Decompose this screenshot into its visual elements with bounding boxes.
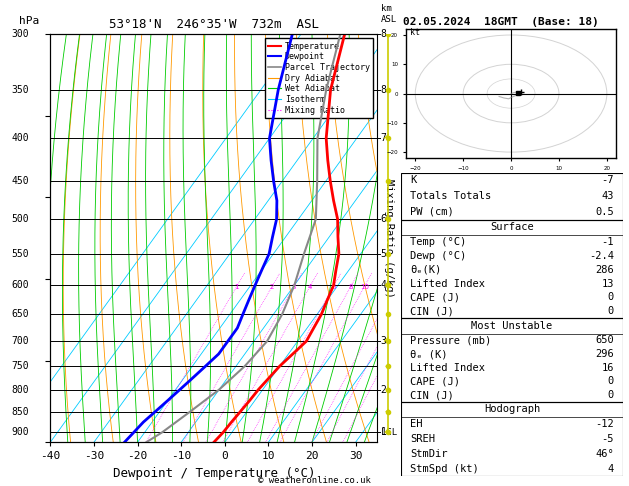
Text: hPa: hPa [19, 16, 39, 26]
Text: 4: 4 [381, 280, 387, 290]
Text: 13: 13 [601, 278, 614, 289]
Text: 0: 0 [608, 293, 614, 302]
Text: -2.4: -2.4 [589, 251, 614, 260]
Y-axis label: Mixing Ratio (g/kg): Mixing Ratio (g/kg) [384, 179, 394, 297]
Text: EH: EH [410, 419, 423, 430]
Text: Temp (°C): Temp (°C) [410, 237, 467, 247]
Text: 2: 2 [270, 283, 274, 290]
Text: 400: 400 [11, 133, 29, 143]
Text: Pressure (mb): Pressure (mb) [410, 335, 491, 346]
Text: 0: 0 [608, 306, 614, 316]
Text: 16: 16 [601, 363, 614, 373]
Text: 650: 650 [595, 335, 614, 346]
Text: θₑ(K): θₑ(K) [410, 264, 442, 275]
Text: 2: 2 [381, 384, 387, 395]
Text: Hodograph: Hodograph [484, 404, 540, 415]
Text: 3: 3 [381, 336, 387, 346]
Text: StmSpd (kt): StmSpd (kt) [410, 464, 479, 474]
Text: 0: 0 [608, 390, 614, 400]
Text: 8: 8 [348, 283, 353, 290]
Bar [401, 318, 623, 402]
Text: 0: 0 [608, 376, 614, 386]
Text: Dewp (°C): Dewp (°C) [410, 251, 467, 260]
Text: 300: 300 [11, 29, 29, 39]
Text: 1: 1 [381, 427, 387, 437]
Text: CIN (J): CIN (J) [410, 390, 454, 400]
Text: 750: 750 [11, 361, 29, 371]
Text: 1: 1 [235, 283, 239, 290]
Text: 6: 6 [331, 283, 336, 290]
Text: CIN (J): CIN (J) [410, 306, 454, 316]
Text: 296: 296 [595, 349, 614, 359]
Text: SREH: SREH [410, 434, 435, 444]
Text: 900: 900 [11, 427, 29, 437]
Text: 850: 850 [11, 407, 29, 417]
Bar [401, 173, 623, 220]
Text: 43: 43 [601, 191, 614, 201]
Text: StmDir: StmDir [410, 449, 448, 459]
Text: LCL: LCL [381, 428, 397, 437]
Text: 450: 450 [11, 176, 29, 186]
Text: 3: 3 [292, 283, 296, 290]
Text: -7: -7 [601, 175, 614, 185]
Text: © weatheronline.co.uk: © weatheronline.co.uk [258, 476, 371, 485]
Text: 800: 800 [11, 384, 29, 395]
Text: -12: -12 [595, 419, 614, 430]
Text: km
ASL: km ASL [381, 4, 397, 24]
Text: CAPE (J): CAPE (J) [410, 293, 460, 302]
Text: -5: -5 [601, 434, 614, 444]
Text: 5: 5 [381, 249, 387, 259]
Text: 02.05.2024  18GMT  (Base: 18): 02.05.2024 18GMT (Base: 18) [403, 17, 598, 27]
Bar [401, 402, 623, 476]
Text: 600: 600 [11, 280, 29, 290]
Text: 10: 10 [360, 283, 369, 290]
Text: 500: 500 [11, 214, 29, 224]
Text: 350: 350 [11, 85, 29, 95]
Text: 8: 8 [381, 85, 387, 95]
Text: kt: kt [411, 28, 421, 37]
X-axis label: Dewpoint / Temperature (°C): Dewpoint / Temperature (°C) [113, 467, 315, 480]
Bar [401, 220, 623, 318]
Text: 700: 700 [11, 336, 29, 346]
Text: 550: 550 [11, 249, 29, 259]
Text: Lifted Index: Lifted Index [410, 363, 485, 373]
Title: 53°18'N  246°35'W  732m  ASL: 53°18'N 246°35'W 732m ASL [109, 18, 319, 32]
Text: 8: 8 [381, 29, 387, 39]
Text: 286: 286 [595, 264, 614, 275]
Text: 46°: 46° [595, 449, 614, 459]
Text: 4: 4 [308, 283, 312, 290]
Text: K: K [410, 175, 416, 185]
Text: -1: -1 [601, 237, 614, 247]
Text: 4: 4 [608, 464, 614, 474]
Legend: Temperature, Dewpoint, Parcel Trajectory, Dry Adiabat, Wet Adiabat, Isotherm, Mi: Temperature, Dewpoint, Parcel Trajectory… [265, 38, 373, 118]
Text: θₑ (K): θₑ (K) [410, 349, 448, 359]
Text: Most Unstable: Most Unstable [471, 321, 553, 331]
Text: Lifted Index: Lifted Index [410, 278, 485, 289]
Text: 650: 650 [11, 310, 29, 319]
Text: Surface: Surface [490, 222, 534, 232]
Text: CAPE (J): CAPE (J) [410, 376, 460, 386]
Text: 7: 7 [381, 133, 387, 143]
Text: 0.5: 0.5 [595, 207, 614, 217]
Text: PW (cm): PW (cm) [410, 207, 454, 217]
Text: Totals Totals: Totals Totals [410, 191, 491, 201]
Text: 6: 6 [381, 214, 387, 224]
